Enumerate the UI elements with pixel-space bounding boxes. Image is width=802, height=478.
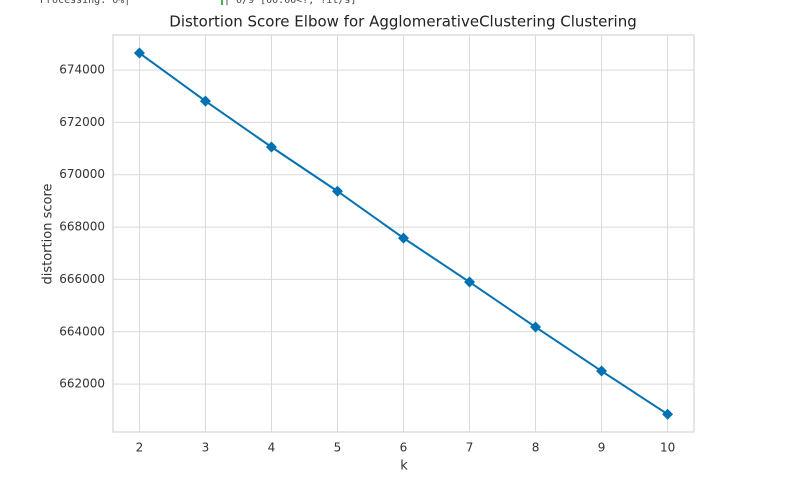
y-tick-label: 666000 bbox=[59, 272, 105, 286]
y-tick-label: 670000 bbox=[59, 167, 105, 181]
x-tick-label: 7 bbox=[466, 441, 474, 455]
y-axis-label: distortion score bbox=[41, 184, 56, 285]
data-point bbox=[464, 276, 476, 288]
x-tick-label: 4 bbox=[268, 441, 276, 455]
x-tick-label: 6 bbox=[400, 441, 408, 455]
x-tick-label: 2 bbox=[136, 441, 144, 455]
data-point bbox=[331, 185, 343, 197]
y-tick-label: 672000 bbox=[59, 115, 105, 129]
progress-text: Processing: 0%| bbox=[40, 0, 130, 6]
chart-title: Distortion Score Elbow for Agglomerative… bbox=[169, 13, 636, 31]
x-tick-label: 9 bbox=[598, 441, 606, 455]
progress-status: | 0/9 [00:00<?, ?it/s] bbox=[224, 0, 356, 6]
x-tick-label: 3 bbox=[202, 441, 210, 455]
data-point bbox=[199, 95, 211, 107]
y-tick-label: 674000 bbox=[59, 63, 105, 77]
y-tick-label: 664000 bbox=[59, 324, 105, 338]
data-point bbox=[596, 365, 608, 377]
data-point bbox=[398, 232, 409, 244]
x-tick-label: 8 bbox=[532, 441, 540, 455]
data-point bbox=[662, 408, 674, 420]
data-point bbox=[133, 47, 145, 59]
y-tick-label: 662000 bbox=[59, 377, 105, 391]
x-tick-label: 5 bbox=[334, 441, 342, 455]
data-point bbox=[530, 321, 542, 333]
data-point bbox=[265, 141, 277, 153]
x-axis-label: k bbox=[400, 459, 408, 474]
y-tick-label: 668000 bbox=[59, 220, 105, 234]
x-tick-label: 10 bbox=[660, 441, 675, 455]
